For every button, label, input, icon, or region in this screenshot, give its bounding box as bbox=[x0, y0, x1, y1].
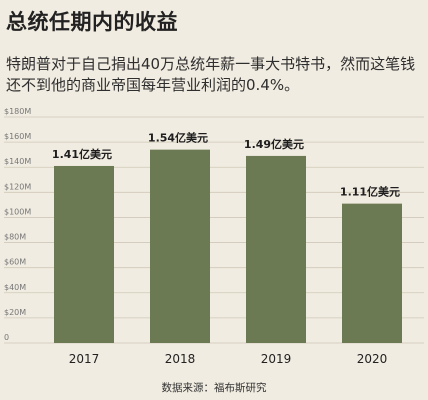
bar-2019[interactable] bbox=[246, 155, 306, 343]
x-tick-label: 2019 bbox=[261, 352, 292, 366]
y-tick-label: 0 bbox=[4, 333, 9, 342]
x-tick-label: 2018 bbox=[165, 352, 196, 366]
source-note: 数据来源：福布斯研究 bbox=[161, 382, 267, 394]
data-label: 1.54亿美元 bbox=[148, 131, 208, 145]
y-tick-label: $100M bbox=[4, 207, 31, 216]
bar-2018[interactable] bbox=[150, 149, 210, 343]
y-tick-label: $20M bbox=[4, 308, 26, 317]
y-tick-label: $160M bbox=[4, 132, 31, 141]
chart-subtitle: 特朗普对于自己捐出40万总统年薪一事大书特书，然而这笔钱还不到他的商业帝国每年营… bbox=[6, 55, 416, 94]
y-tick-label: $180M bbox=[4, 107, 31, 116]
data-label: 1.41亿美元 bbox=[52, 147, 112, 161]
y-tick-label: $120M bbox=[4, 182, 31, 191]
y-tick-label: $60M bbox=[4, 258, 26, 267]
bar-2017[interactable] bbox=[54, 165, 114, 343]
bar-2020[interactable] bbox=[342, 203, 402, 343]
data-label: 1.11亿美元 bbox=[340, 185, 400, 199]
x-tick-label: 2017 bbox=[69, 352, 100, 366]
x-tick-label: 2020 bbox=[357, 352, 388, 366]
bar-chart: 0 $20M $40M $60M $80M $100M $120M $140M $160M $18… bbox=[4, 107, 424, 366]
chart-title: 总统任期内的收益 bbox=[6, 10, 178, 34]
y-tick-label: $40M bbox=[4, 283, 26, 292]
data-label: 1.49亿美元 bbox=[244, 137, 304, 151]
y-tick-label: $80M bbox=[4, 233, 26, 242]
y-tick-label: $140M bbox=[4, 157, 31, 166]
